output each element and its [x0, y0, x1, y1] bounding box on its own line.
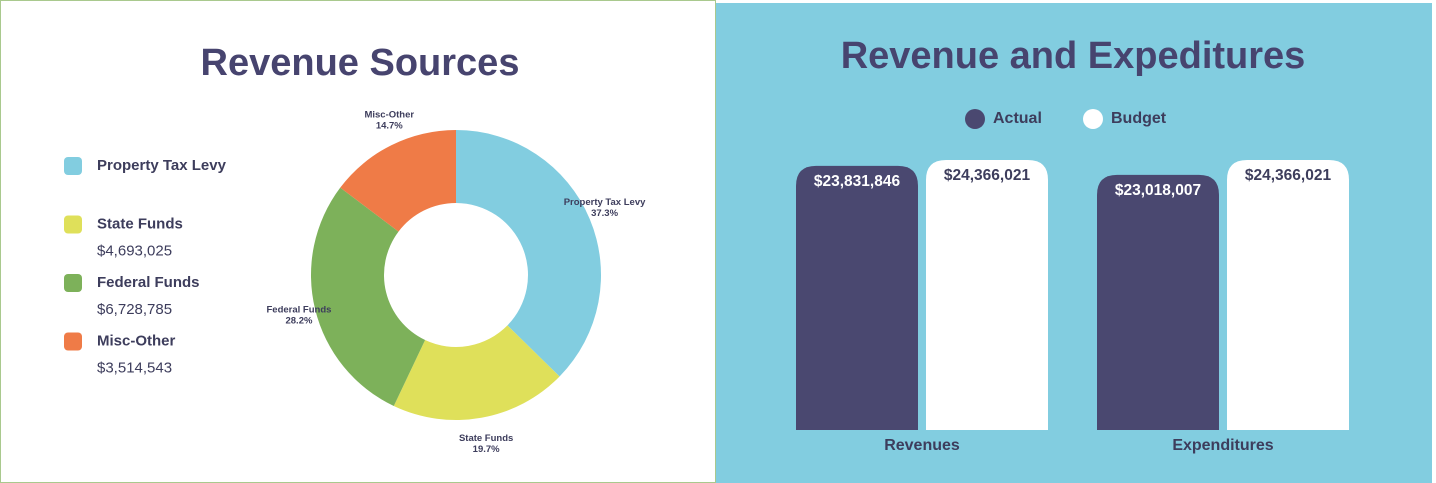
legend-marker [965, 109, 985, 129]
bar [796, 165, 918, 430]
legend-label: Misc-Other [97, 332, 176, 349]
bar [926, 160, 1048, 430]
slice-value: 28.2% [285, 315, 312, 326]
legend-swatch [64, 332, 82, 351]
x-tick-label: Revenues [884, 437, 960, 454]
legend-marker [1083, 109, 1103, 129]
legend-swatch [64, 157, 82, 175]
donut-slice [393, 325, 560, 420]
legend-label: Federal Funds [97, 274, 200, 291]
legend-label: State Funds [97, 215, 183, 232]
x-tick-label: Expenditures [1172, 437, 1273, 454]
slice-value: 19.7% [473, 444, 500, 455]
bar-value-label: $24,366,021 [1245, 167, 1332, 184]
legend-amount: $3,514,543 [97, 359, 172, 376]
legend-swatch [64, 215, 82, 234]
legend-label: Budget [1111, 110, 1167, 127]
chart-title: Revenue Sources [201, 42, 520, 84]
slice-label: State Funds [459, 433, 513, 444]
donut-slice [340, 130, 456, 232]
bar [1227, 160, 1349, 430]
bar-value-label: $24,366,021 [944, 167, 1031, 184]
slice-value: 37.3% [591, 208, 618, 219]
legend-amount: $6,728,785 [97, 301, 172, 318]
legend-swatch [64, 274, 82, 292]
legend-label: Property Tax Levy [97, 157, 227, 174]
donut-slice [310, 187, 426, 406]
slice-label: Misc-Other [364, 110, 414, 121]
donut-slice [456, 130, 602, 377]
chart-title: Revenue and Expeditures [841, 35, 1306, 77]
bar [1097, 174, 1219, 430]
bar-value-label: $23,831,846 [814, 173, 901, 190]
slice-label: Federal Funds [266, 304, 331, 315]
legend-amount: $4,693,025 [97, 242, 172, 259]
legend-label: Actual [993, 110, 1042, 127]
bar-value-label: $23,018,007 [1115, 182, 1201, 199]
slice-label: Property Tax Levy [564, 197, 646, 208]
slice-value: 14.7% [376, 121, 403, 132]
